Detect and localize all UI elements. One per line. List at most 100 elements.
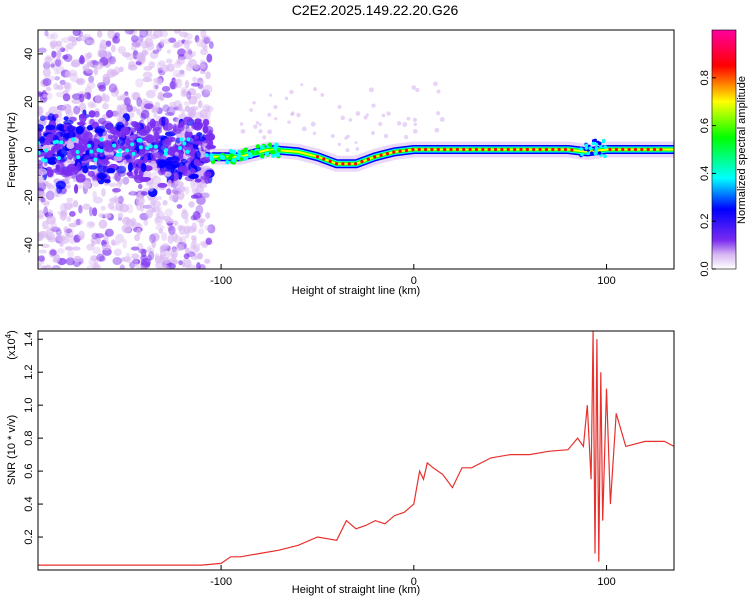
noise-blob	[101, 93, 110, 103]
noise-blob	[94, 257, 99, 267]
noise-blob	[181, 210, 189, 220]
noise-blob	[108, 197, 118, 203]
band-blob	[138, 183, 143, 190]
ridge-scatter	[239, 122, 244, 126]
ridge-speckle	[227, 155, 233, 161]
band-peak	[164, 148, 169, 153]
ridge-scatter	[354, 141, 358, 145]
band-blob	[129, 133, 139, 141]
noise-blob	[87, 39, 96, 45]
band-peak	[59, 140, 64, 145]
noise-blob	[104, 228, 114, 237]
ridge-peak	[506, 147, 510, 152]
noise-blob	[56, 248, 66, 254]
ridge-speckle	[237, 149, 242, 155]
ridge-scatter	[396, 121, 402, 126]
noise-blob	[54, 68, 59, 75]
noise-blob	[136, 97, 143, 107]
noise-blob	[82, 65, 90, 72]
ridge-scatter	[287, 120, 291, 124]
noise-blob	[56, 104, 67, 111]
noise-blob	[173, 235, 183, 244]
ridge-speckle	[243, 156, 249, 161]
noise-blob	[65, 246, 73, 251]
noise-blob	[177, 186, 187, 193]
snr-series-line	[38, 331, 674, 566]
band-blob	[164, 160, 174, 170]
spectrogram-xlabel: Height of straight line (km)	[292, 285, 420, 297]
noise-blob	[206, 53, 213, 63]
noise-blob	[54, 58, 62, 67]
noise-blob	[38, 262, 42, 268]
noise-blob	[88, 221, 96, 227]
ridge-scatter	[413, 122, 418, 127]
noise-blob	[200, 39, 208, 50]
noise-blob	[142, 77, 153, 83]
noise-blob	[175, 73, 186, 78]
band-blob	[148, 185, 154, 192]
ridge-speckle	[271, 153, 276, 158]
noise-blob	[65, 231, 71, 238]
band-blob	[38, 131, 42, 137]
noise-blob	[196, 218, 206, 223]
noise-blob	[193, 92, 202, 100]
noise-blob	[95, 233, 105, 239]
noise-blob	[40, 200, 50, 206]
band-blob	[175, 137, 181, 144]
noise-blob	[194, 34, 200, 43]
noise-blob	[138, 248, 148, 254]
noise-blob	[177, 190, 185, 201]
noise-blob	[53, 253, 61, 263]
band-blob	[97, 172, 108, 180]
noise-blob	[92, 246, 102, 255]
ridge-scatter	[415, 87, 420, 93]
noise-blob	[71, 93, 82, 100]
noise-blob	[71, 246, 81, 251]
ridge-peak	[360, 160, 364, 164]
noise-blob	[180, 235, 187, 245]
band-blob	[134, 168, 139, 176]
noise-blob	[56, 234, 67, 242]
noise-blob	[154, 253, 160, 261]
band-blob	[88, 110, 96, 118]
ridge-scatter	[340, 115, 346, 121]
ridge-speckle	[220, 155, 226, 160]
ridge-peak	[411, 148, 415, 152]
band-blob	[114, 171, 121, 182]
noise-blob	[51, 265, 61, 269]
noise-blob	[63, 225, 68, 233]
noise-blob	[204, 258, 211, 264]
noise-blob	[172, 69, 181, 78]
spectrogram-ytick-label: 0	[23, 146, 35, 152]
noise-blob	[172, 79, 181, 84]
noise-blob	[124, 30, 135, 35]
band-peak	[99, 137, 104, 142]
noise-blob	[55, 91, 66, 98]
ridge-peak	[538, 147, 542, 152]
snr-panel	[38, 331, 674, 566]
noise-blob	[111, 110, 119, 117]
spectrogram-ylabel: Frequency (Hz)	[6, 112, 18, 188]
noise-blob	[197, 100, 203, 109]
noise-blob	[195, 204, 204, 215]
ridge-scatter	[313, 87, 318, 92]
noise-blob	[162, 104, 170, 112]
noise-blob	[77, 35, 88, 41]
noise-blob	[43, 201, 50, 208]
ridge-peak	[417, 147, 421, 152]
band-blob	[194, 150, 201, 160]
noise-blob	[78, 30, 83, 37]
noise-blob	[91, 240, 96, 247]
ridge-peak	[519, 147, 523, 152]
noise-blob	[154, 85, 159, 90]
ridge-scatter	[290, 111, 295, 116]
noise-blob	[92, 262, 100, 269]
ridge-scatter	[269, 93, 273, 97]
snr-xtick-label: 0	[411, 576, 417, 588]
noise-blob	[184, 217, 189, 224]
ridge-scatter	[348, 117, 353, 122]
band-blob	[38, 176, 45, 184]
noise-blob	[199, 109, 208, 118]
band-blob	[52, 144, 60, 150]
band-peak	[145, 146, 150, 151]
